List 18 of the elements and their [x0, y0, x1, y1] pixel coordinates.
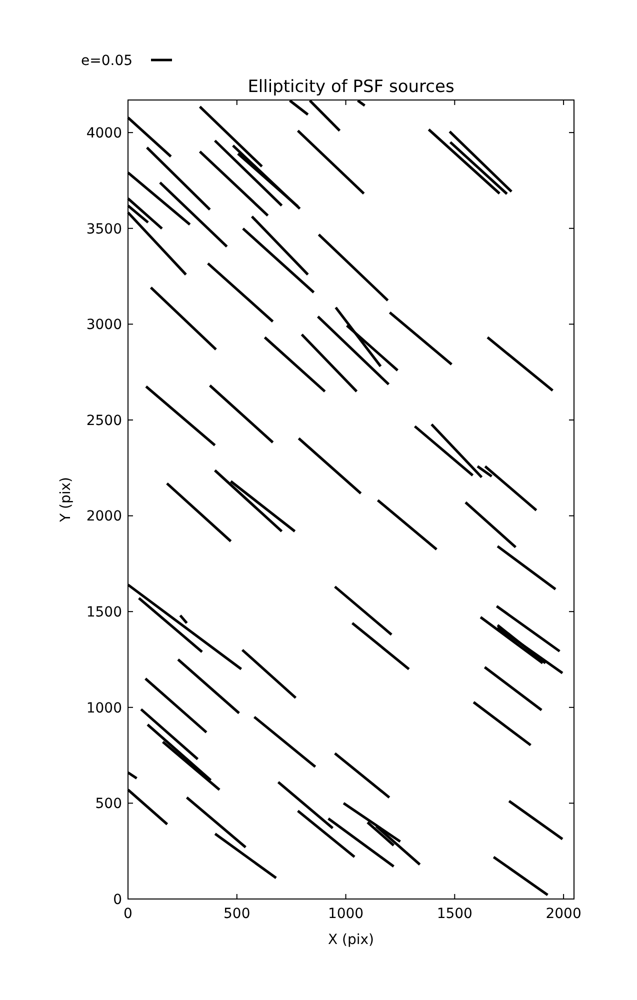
text: e=0.05 — [81, 53, 133, 69]
y-tick-label: 3500 — [86, 221, 122, 238]
y-tick-label: 1000 — [86, 700, 122, 716]
y-tick-label: 3000 — [86, 317, 122, 334]
x-axis-title: X (pix) — [328, 932, 374, 948]
x-tick-label: 1500 — [436, 906, 472, 922]
x-tick-label: 2000 — [546, 906, 582, 922]
y-tick-label: 2500 — [86, 412, 122, 429]
x-tick-label: 1000 — [328, 906, 364, 922]
chart-title: Ellipticity of PSF sources — [248, 77, 454, 97]
y-axis-title: Y (pix) — [58, 477, 74, 523]
y-tick-label: 4000 — [86, 125, 122, 142]
y-tick-label: 2000 — [86, 508, 122, 525]
x-tick-label: 500 — [224, 906, 250, 922]
y-tick-label: 1500 — [86, 604, 122, 620]
y-tick-label: 500 — [95, 796, 122, 812]
x-tick-label: 0 — [124, 906, 132, 922]
y-tick-label: 0 — [113, 892, 122, 908]
